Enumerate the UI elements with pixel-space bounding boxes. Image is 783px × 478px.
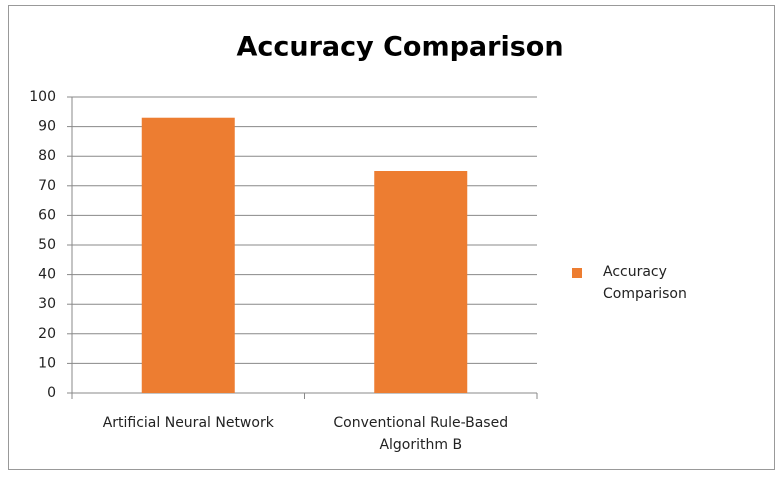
legend-label-box: Accuracy Comparison bbox=[603, 264, 687, 302]
y-tick-label: 20 bbox=[38, 326, 56, 342]
y-tick-label: 90 bbox=[38, 119, 56, 135]
bar bbox=[374, 171, 468, 393]
y-tick-label: 40 bbox=[38, 267, 56, 283]
y-tick-label: 60 bbox=[38, 207, 56, 223]
x-tick-label-box: Artificial Neural Network bbox=[102, 415, 274, 431]
y-tick-label: 70 bbox=[38, 178, 56, 194]
x-tick-label: Artificial Neural Network bbox=[102, 415, 274, 431]
bar bbox=[141, 117, 235, 393]
y-tick-label: 30 bbox=[38, 296, 56, 312]
x-tick-label: Conventional Rule-Based Algorithm B bbox=[333, 415, 509, 453]
y-tick-label: 100 bbox=[29, 89, 56, 105]
legend-label: Accuracy Comparison bbox=[603, 264, 687, 302]
y-tick-label: 80 bbox=[38, 148, 56, 164]
x-tick-label-box: Conventional Rule-Based Algorithm B bbox=[333, 415, 509, 453]
y-tick-label: 0 bbox=[47, 385, 56, 401]
legend-swatch bbox=[572, 268, 582, 278]
y-tick-label: 50 bbox=[38, 237, 56, 253]
y-tick-label: 10 bbox=[38, 355, 56, 371]
chart-title: Accuracy Comparison bbox=[236, 32, 563, 63]
